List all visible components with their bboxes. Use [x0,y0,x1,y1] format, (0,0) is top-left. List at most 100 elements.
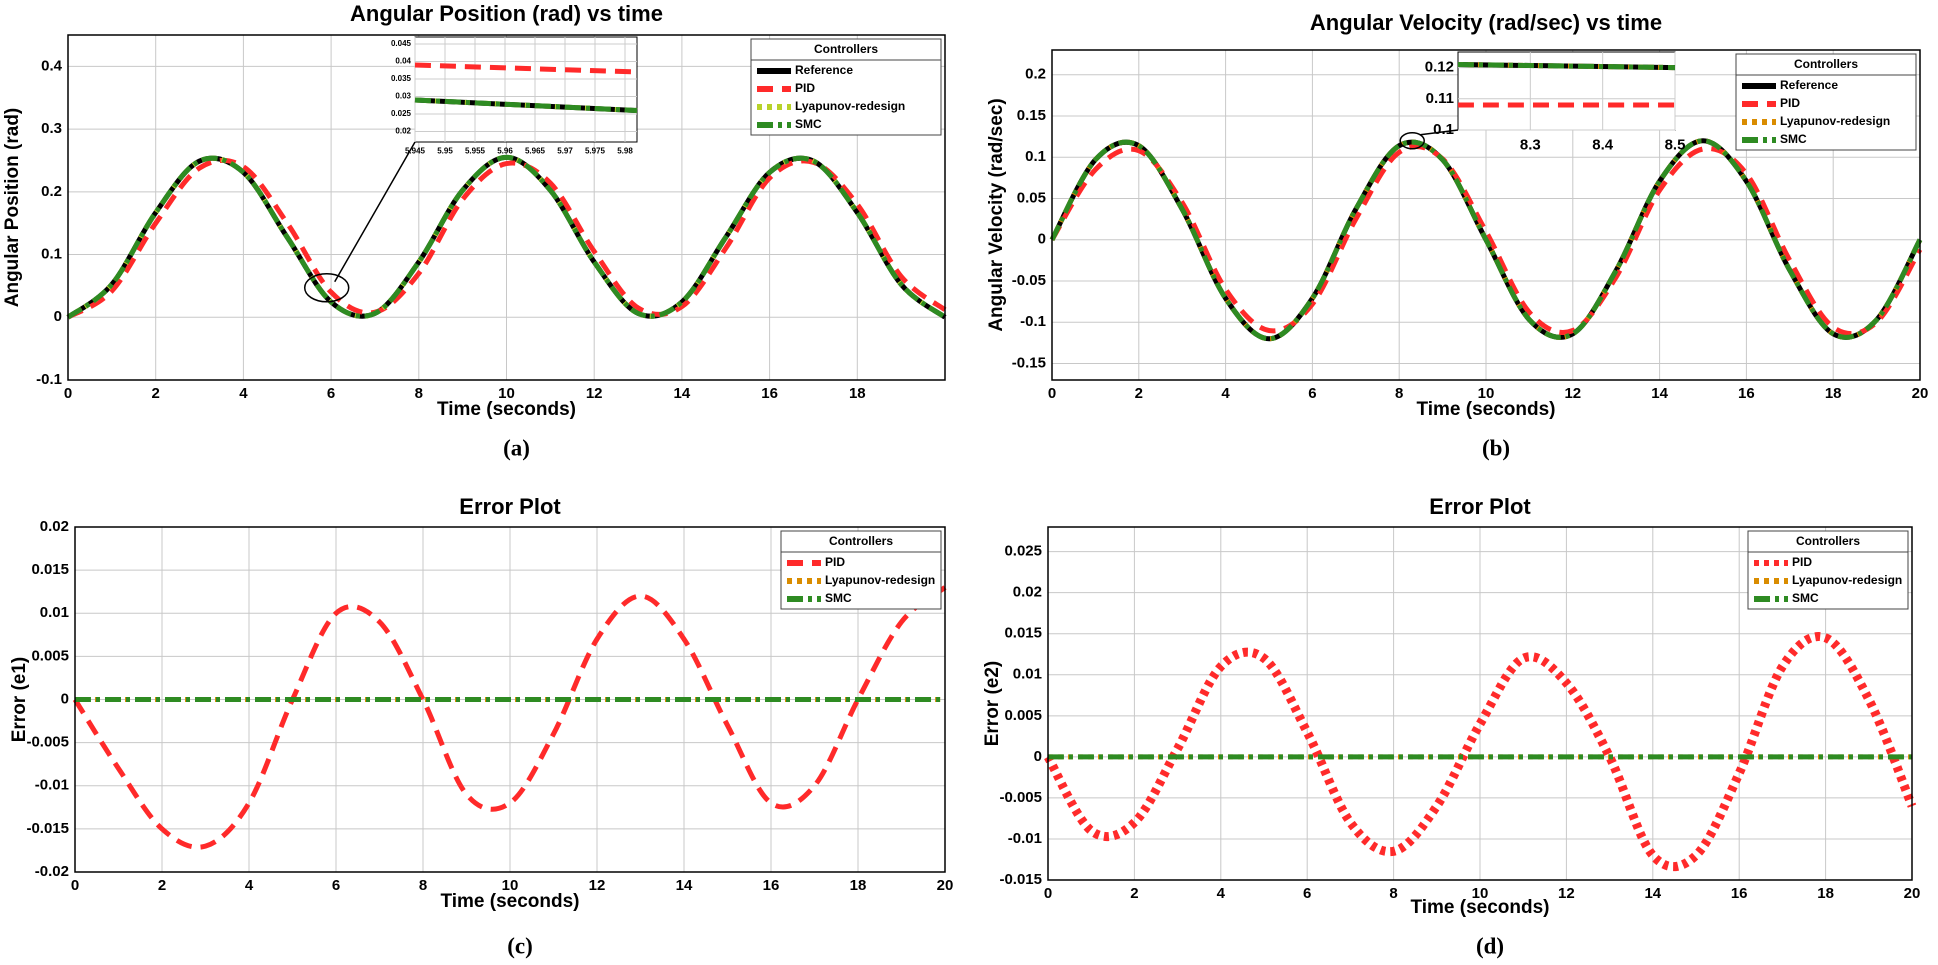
y-tick-label: 0.1 [1025,148,1046,165]
x-tick-label: 2 [1135,385,1143,402]
y-tick-label: -0.05 [1012,272,1046,289]
legend-label: Lyapunov-redesign [795,99,905,113]
inset-y-tick-label: 0.04 [395,57,411,66]
x-tick-label: 18 [850,877,867,894]
x-tick-label: 6 [1308,385,1316,402]
series-line [66,154,947,320]
zoom-arrow [1420,129,1459,136]
legend-title: Controllers [814,42,878,56]
x-tick-label: 4 [239,385,248,402]
x-tick-label: 2 [152,385,160,402]
inset-x-tick-label: 5.955 [465,146,486,155]
legend-label: Reference [1780,78,1838,92]
y-tick-label: 0.005 [1004,707,1042,724]
inset-x-tick-label: 5.97 [557,146,573,155]
x-tick-label: 14 [1651,385,1668,402]
chart-title: Error Plot [1429,494,1531,519]
legend-title: Controllers [1794,57,1858,71]
zoom-marker [1399,132,1425,150]
y-tick-label: 0.02 [1013,584,1042,601]
inset-x-tick-label: 5.945 [405,146,426,155]
caption: (b) [1482,435,1510,460]
y-tick-label: -0.1 [1020,313,1046,330]
x-tick-label: 8 [1389,885,1397,902]
axes-frame [1047,526,1913,881]
inset-y-tick-label: 0.045 [391,39,412,48]
y-tick-label: 0.01 [1013,666,1042,683]
chart-title: Error Plot [459,494,561,519]
x-tick-label: 8 [419,877,427,894]
y-tick-label: 0.025 [1004,543,1042,560]
y-tick-label: 0.015 [1004,625,1042,642]
y-axis-label: Error (e2) [982,661,1003,747]
y-tick-label: -0.01 [1008,830,1042,847]
inset-y-tick-label: 0.02 [395,127,411,136]
x-tick-label: 0 [64,385,72,402]
legend-title: Controllers [829,534,893,548]
x-tick-label: 0 [1044,885,1052,902]
y-tick-label: 0.3 [41,120,62,137]
x-tick-label: 6 [332,877,340,894]
x-tick-label: 0 [1048,385,1056,402]
x-axis-label: Time (seconds) [1410,897,1549,918]
y-tick-label: -0.1 [36,371,62,388]
x-tick-label: 12 [1558,885,1575,902]
y-tick-label: -0.015 [26,820,69,837]
y-tick-label: -0.005 [999,789,1042,806]
inset-y-tick-label: 0.1 [1433,121,1454,138]
legend-label: Lyapunov-redesign [1792,573,1902,587]
x-axis-label: Time (seconds) [440,891,579,912]
y-tick-label: 0.4 [41,57,63,74]
y-tick-label: 0 [54,308,62,325]
y-tick-label: 0.2 [41,183,62,200]
x-axis-label: Time (seconds) [437,399,576,420]
x-tick-label: 12 [589,877,606,894]
inset-x-tick-label: 8.3 [1520,136,1541,153]
x-tick-label: 12 [586,385,603,402]
y-tick-label: 0 [61,690,69,707]
legend-label: Lyapunov-redesign [825,573,935,587]
inset-y-tick-label: 0.035 [391,74,412,83]
legend-label: PID [1780,96,1800,110]
x-tick-label: 4 [245,877,254,894]
legend-box [1735,53,1917,151]
inset-x-tick-label: 8.4 [1592,136,1614,153]
x-tick-label: 10 [1472,885,1489,902]
inset-x-tick-label: 8.5 [1665,136,1686,153]
series-line [1457,61,1676,71]
inset-x-tick-label: 5.975 [585,146,606,155]
x-tick-label: 10 [1478,385,1495,402]
x-tick-label: 16 [761,385,778,402]
x-tick-label: 6 [1303,885,1311,902]
x-tick-label: 4 [1217,885,1226,902]
inset-y-tick-label: 0.12 [1425,59,1454,76]
y-tick-label: 0.015 [31,561,69,578]
legend-label: SMC [1792,591,1819,605]
x-tick-label: 16 [763,877,780,894]
chart-title: Angular Velocity (rad/sec) vs time [1310,10,1662,35]
series-line [66,157,947,320]
series-line [1044,632,1917,872]
x-tick-label: 18 [1825,385,1842,402]
zoom-marker [303,273,350,303]
legend-label: Lyapunov-redesign [1780,114,1890,128]
x-tick-label: 16 [1731,885,1748,902]
caption: (d) [1476,933,1504,958]
series-line [414,62,638,75]
y-tick-label: -0.15 [1012,354,1046,371]
legend-label: PID [795,81,815,95]
y-axis-label: Angular Position (rad) [2,108,23,308]
x-tick-label: 20 [1912,385,1929,402]
x-tick-label: 16 [1738,385,1755,402]
x-tick-label: 8 [1395,385,1403,402]
y-tick-label: -0.015 [999,871,1042,888]
y-tick-label: 0.01 [40,604,69,621]
zoom-arrow [334,141,416,283]
series-line [1049,144,1923,337]
y-tick-label: -0.02 [35,863,69,880]
y-tick-label: 0.15 [1017,107,1046,124]
inset-x-tick-label: 5.98 [617,146,633,155]
series-line [414,97,638,113]
legend-label: PID [1792,555,1812,569]
